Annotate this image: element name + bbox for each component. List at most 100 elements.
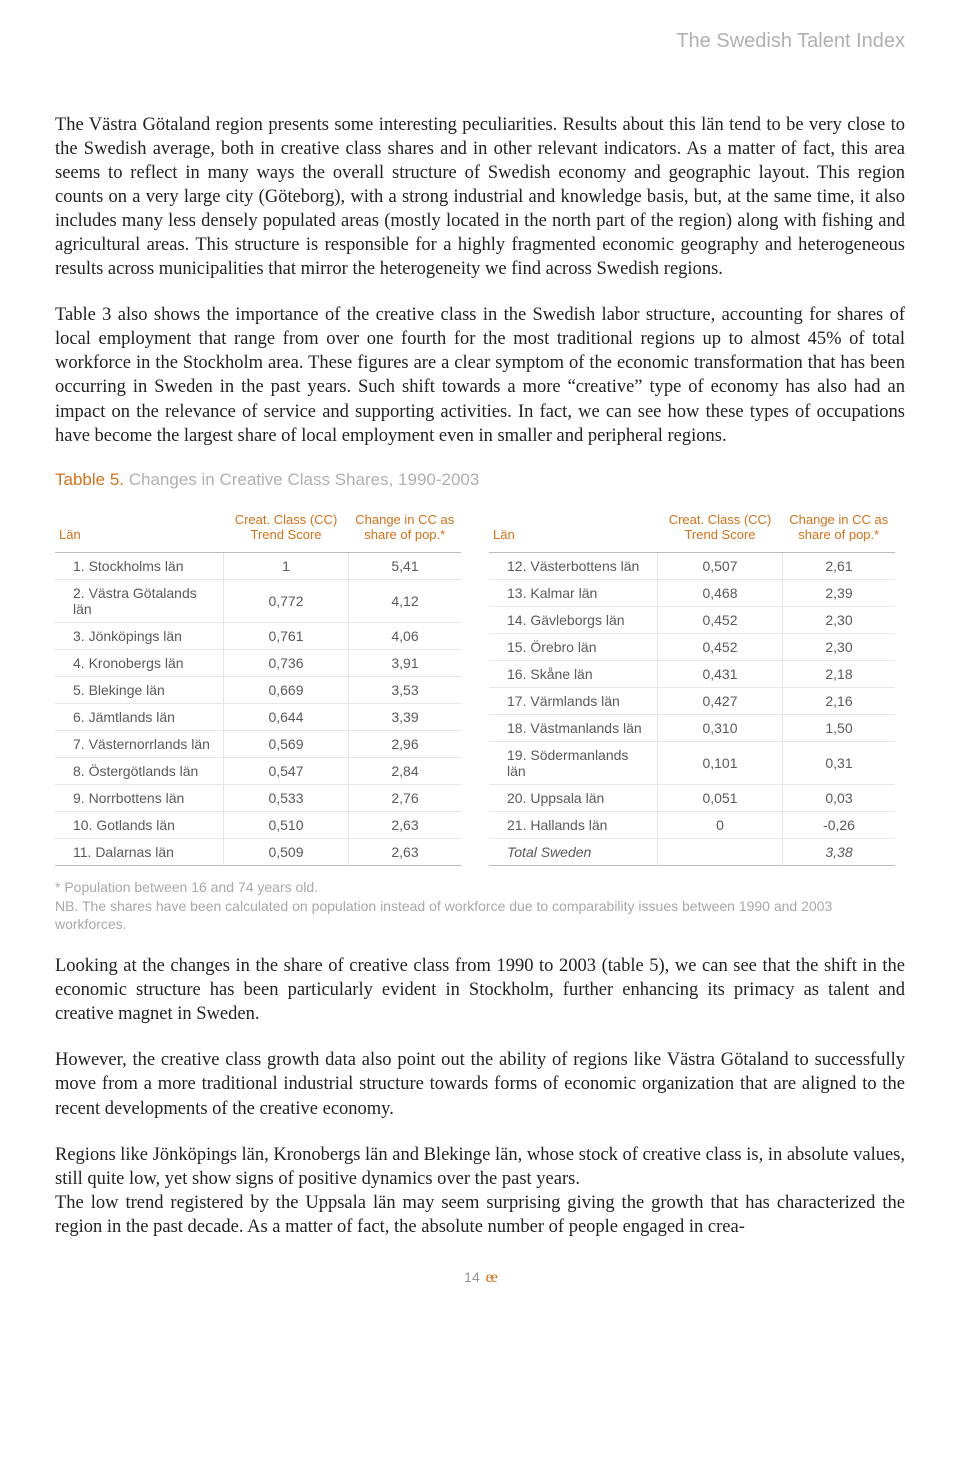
table-row: 17. Värmlands län0,4272,16 — [489, 687, 895, 714]
col-lan: Län — [489, 506, 658, 553]
cell-change: 2,16 — [783, 687, 896, 714]
paragraph-1: The Västra Götaland region presents some… — [55, 113, 905, 281]
table5-title: Tabble 5. Changes in Creative Class Shar… — [55, 470, 905, 490]
cell-trend: 0,533 — [224, 784, 349, 811]
cell-lan: 4. Kronobergs län — [55, 649, 224, 676]
footer-ornament-icon: ee — [484, 1269, 496, 1286]
cell-change: 2,76 — [349, 784, 462, 811]
cell-trend: 0,772 — [224, 579, 349, 622]
cell-lan: 13. Kalmar län — [489, 579, 658, 606]
table-row: 2. Västra Götalands län0,7724,12 — [55, 579, 461, 622]
col-lan: Län — [55, 506, 224, 553]
table-row: 15. Örebro län0,4522,30 — [489, 633, 895, 660]
doc-header: The Swedish Talent Index — [55, 30, 905, 53]
cell-lan: 12. Västerbottens län — [489, 552, 658, 579]
cell-trend: 0,452 — [658, 606, 783, 633]
cell-trend: 0 — [658, 811, 783, 838]
table5-right: Län Creat. Class (CC) Trend Score Change… — [489, 506, 895, 866]
cell-change: 3,91 — [349, 649, 462, 676]
cell-trend: 0,101 — [658, 741, 783, 784]
cell-change: 0,03 — [783, 784, 896, 811]
cell-lan: 6. Jämtlands län — [55, 703, 224, 730]
cell-change: 2,84 — [349, 757, 462, 784]
table5-left: Län Creat. Class (CC) Trend Score Change… — [55, 506, 461, 866]
cell-trend: 0,452 — [658, 633, 783, 660]
table-row: 11. Dalarnas län0,5092,63 — [55, 838, 461, 865]
paragraph-2: Table 3 also shows the importance of the… — [55, 303, 905, 447]
cell-lan: 3. Jönköpings län — [55, 622, 224, 649]
cell-change: 2,30 — [783, 606, 896, 633]
col-trend: Creat. Class (CC) Trend Score — [658, 506, 783, 553]
table-row: 20. Uppsala län0,0510,03 — [489, 784, 895, 811]
cell-trend: 0,431 — [658, 660, 783, 687]
page-number: 14 — [464, 1269, 480, 1285]
cell-trend: 0,761 — [224, 622, 349, 649]
table5-footnote: * Population between 16 and 74 years old… — [55, 878, 905, 935]
cell-change: 2,61 — [783, 552, 896, 579]
cell-trend: 0,510 — [224, 811, 349, 838]
table-row: 14. Gävleborgs län0,4522,30 — [489, 606, 895, 633]
paragraph-6: The low trend registered by the Uppsala … — [55, 1191, 905, 1239]
cell-change: 5,41 — [349, 552, 462, 579]
cell-change: 1,50 — [783, 714, 896, 741]
cell-change: 2,96 — [349, 730, 462, 757]
cell-change: 2,63 — [349, 811, 462, 838]
cell-trend: 0,669 — [224, 676, 349, 703]
cell-lan: 2. Västra Götalands län — [55, 579, 224, 622]
table-header-row: Län Creat. Class (CC) Trend Score Change… — [489, 506, 895, 553]
cell-lan: 9. Norrbottens län — [55, 784, 224, 811]
table-row: 5. Blekinge län0,6693,53 — [55, 676, 461, 703]
cell-change: 3,39 — [349, 703, 462, 730]
cell-change: 3,38 — [783, 838, 896, 865]
page: The Swedish Talent Index The Västra Göta… — [0, 0, 960, 1327]
cell-trend: 0,547 — [224, 757, 349, 784]
cell-trend: 0,644 — [224, 703, 349, 730]
cell-change: 4,06 — [349, 622, 462, 649]
cell-trend: 0,569 — [224, 730, 349, 757]
footnote-line-2: NB. The shares have been calculated on p… — [55, 897, 905, 935]
table-row: 3. Jönköpings län0,7614,06 — [55, 622, 461, 649]
cell-lan: 18. Västmanlands län — [489, 714, 658, 741]
cell-change: -0,26 — [783, 811, 896, 838]
cell-trend: 1 — [224, 552, 349, 579]
cell-trend — [658, 838, 783, 865]
cell-change: 2,18 — [783, 660, 896, 687]
paragraph-5: Regions like Jönköpings län, Kronobergs … — [55, 1143, 905, 1191]
table-row: 18. Västmanlands län0,3101,50 — [489, 714, 895, 741]
table5-title-lead: Tabble 5. — [55, 470, 124, 489]
table-row: 9. Norrbottens län0,5332,76 — [55, 784, 461, 811]
paragraph-4: However, the creative class growth data … — [55, 1048, 905, 1120]
table5-title-sub: Changes in Creative Class Shares, 1990-2… — [129, 470, 480, 489]
paragraph-3: Looking at the changes in the share of c… — [55, 954, 905, 1026]
table-row: 10. Gotlands län0,5102,63 — [55, 811, 461, 838]
cell-change: 4,12 — [349, 579, 462, 622]
cell-lan: 16. Skåne län — [489, 660, 658, 687]
table-row: 6. Jämtlands län0,6443,39 — [55, 703, 461, 730]
page-footer: 14 ee — [55, 1269, 905, 1287]
table-row: 16. Skåne län0,4312,18 — [489, 660, 895, 687]
cell-lan: 15. Örebro län — [489, 633, 658, 660]
table-row: 1. Stockholms län15,41 — [55, 552, 461, 579]
table5-container: Län Creat. Class (CC) Trend Score Change… — [55, 506, 905, 866]
col-change: Change in CC as share of pop.* — [349, 506, 462, 553]
table-header-row: Län Creat. Class (CC) Trend Score Change… — [55, 506, 461, 553]
col-change: Change in CC as share of pop.* — [783, 506, 896, 553]
cell-lan: 1. Stockholms län — [55, 552, 224, 579]
cell-lan: 8. Östergötlands län — [55, 757, 224, 784]
cell-change: 3,53 — [349, 676, 462, 703]
cell-change: 0,31 — [783, 741, 896, 784]
cell-trend: 0,736 — [224, 649, 349, 676]
cell-trend: 0,509 — [224, 838, 349, 865]
cell-lan: 11. Dalarnas län — [55, 838, 224, 865]
cell-lan: 14. Gävleborgs län — [489, 606, 658, 633]
cell-lan: Total Sweden — [489, 838, 658, 865]
cell-trend: 0,468 — [658, 579, 783, 606]
cell-lan: 19. Södermanlands län — [489, 741, 658, 784]
table-row: 12. Västerbottens län0,5072,61 — [489, 552, 895, 579]
table-row: 21. Hallands län0-0,26 — [489, 811, 895, 838]
col-trend: Creat. Class (CC) Trend Score — [224, 506, 349, 553]
table-total-row: Total Sweden 3,38 — [489, 838, 895, 865]
cell-change: 2,39 — [783, 579, 896, 606]
table-row: 19. Södermanlands län0,1010,31 — [489, 741, 895, 784]
table-row: 4. Kronobergs län0,7363,91 — [55, 649, 461, 676]
